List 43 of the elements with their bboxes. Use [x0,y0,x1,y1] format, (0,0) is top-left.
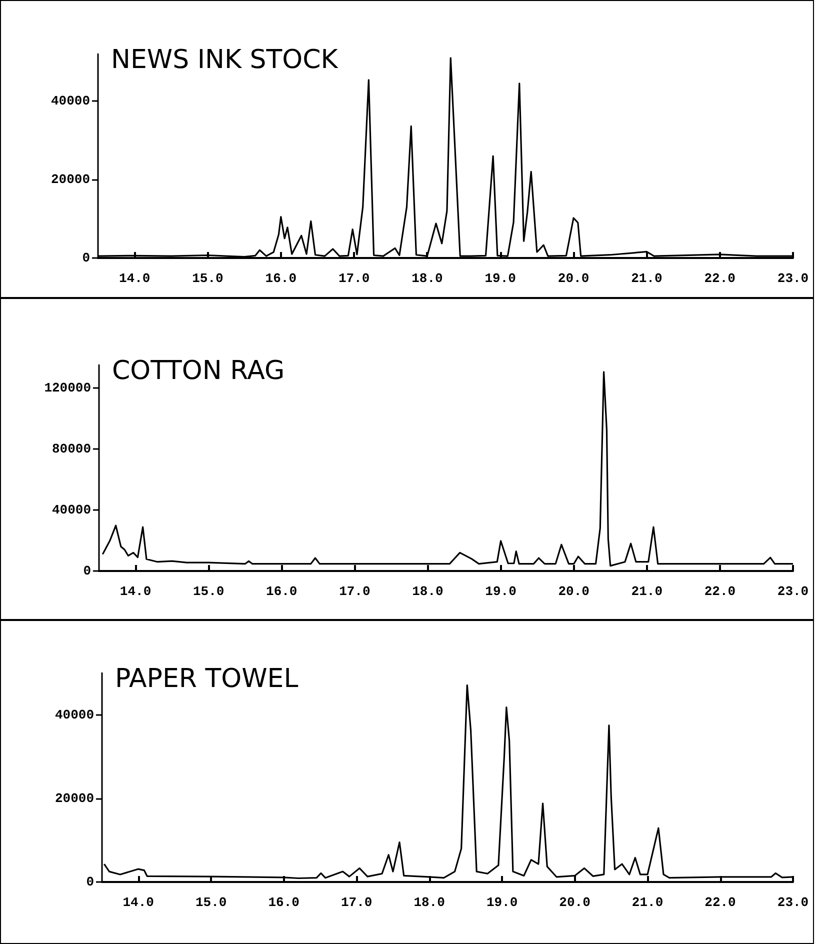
x-tick-label: 23.0 [777,271,809,286]
x-tick-label: 17.0 [340,895,372,910]
x-tick-label: 17.0 [338,271,370,286]
y-tick-label: 0 [82,250,90,266]
x-tick-label: 19.0 [485,584,517,599]
x-tick-label: 22.0 [704,584,736,599]
y-tick-label: 80000 [52,441,92,456]
y-tick-label: 40000 [52,502,92,518]
x-tick-label: 19.0 [484,271,516,286]
x-tick-label: 14.0 [118,271,150,286]
y-tick-label: 20000 [50,172,90,188]
x-tick-label: 21.0 [632,895,664,910]
x-tick-label: 20.0 [559,895,591,910]
x-tick-label: 18.0 [412,584,444,599]
x-tick-label: 16.0 [266,584,298,599]
x-tick-label: 18.0 [414,895,446,910]
y-tick-label: 0 [86,874,94,890]
x-tick-label: 15.0 [192,271,224,286]
x-tick-label: 15.0 [192,584,224,599]
x-tick-label: 23.0 [777,895,809,910]
chart-title: COTTON RAG [112,356,285,386]
x-tick-label: 22.0 [704,271,736,286]
chart-title: PAPER TOWEL [115,664,299,694]
x-tick-label: 16.0 [268,895,300,910]
x-tick-label: 18.0 [412,271,444,286]
x-tick-label: 22.0 [704,895,736,910]
x-tick-label: 19.0 [486,895,518,910]
y-tick-label: 40000 [50,94,90,109]
y-tick-label: 0 [83,564,92,578]
y-tick-label: 20000 [54,790,94,806]
x-tick-label: 14.0 [120,584,152,599]
x-tick-label: 14.0 [122,895,154,910]
y-tick-label: 40000 [54,707,94,722]
x-tick-label: 15.0 [195,895,227,910]
x-tick-label: 20.0 [558,271,590,286]
chart-title: NEWS INK STOCK [111,45,339,75]
x-tick-label: 21.0 [631,271,662,286]
x-tick-label: 17.0 [339,584,370,599]
y-tick-label: 120000 [44,380,92,396]
x-tick-label: 16.0 [265,271,297,286]
x-tick-label: 23.0 [777,584,809,599]
x-tick-label: 20.0 [558,584,590,599]
x-tick-label: 21.0 [631,584,663,599]
